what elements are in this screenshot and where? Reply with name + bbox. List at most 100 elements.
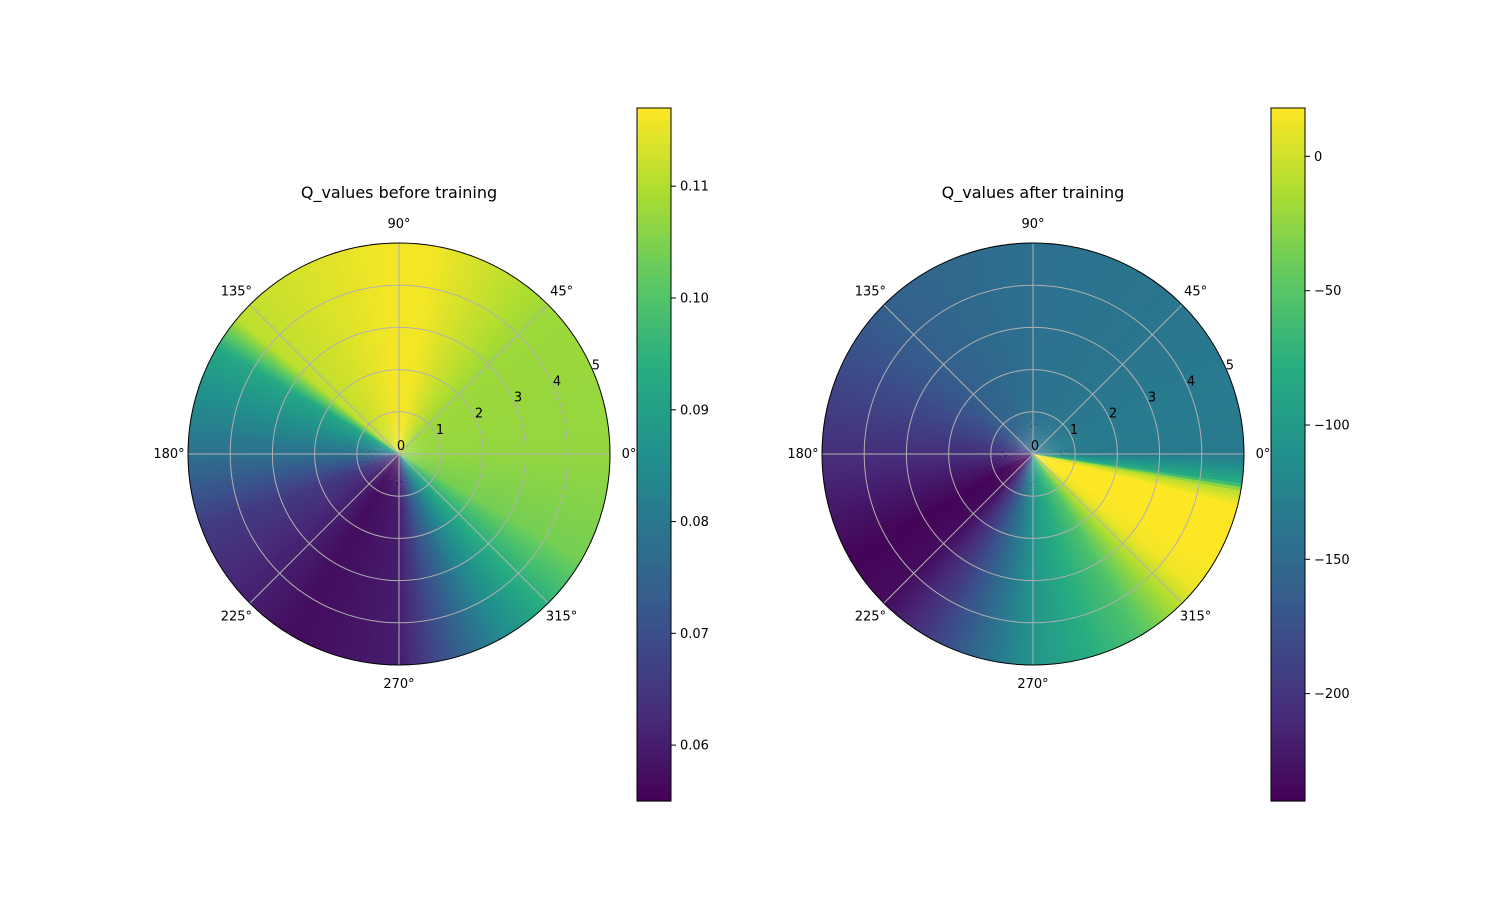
colorbar-segment — [1271, 656, 1305, 664]
colorbar-segment — [637, 419, 671, 427]
heatmap-wedge — [1033, 454, 1243, 484]
heatmap-wedge — [399, 249, 458, 454]
theta-tick-label: 45° — [550, 284, 573, 299]
heatmap-wedge — [1033, 454, 1176, 614]
heatmap-wedge — [399, 244, 429, 454]
colorbar-segment — [637, 639, 671, 646]
colorbar-segment — [637, 720, 671, 727]
heatmap-wedge — [1033, 296, 1177, 454]
heatmap-wedge — [265, 287, 399, 454]
colorbar-segment — [1271, 200, 1305, 207]
heatmap-wedge — [228, 454, 399, 583]
heatmap-wedge — [399, 454, 564, 590]
heatmap-wedge — [399, 251, 465, 454]
colorbar-segment — [1271, 454, 1305, 461]
heatmap-wedge — [306, 454, 399, 646]
colorbar-segment — [637, 529, 671, 536]
colorbar-segment — [637, 749, 671, 756]
colorbar-segment — [1271, 183, 1305, 190]
heatmap-wedge — [861, 327, 1033, 454]
heatmap-wedge — [1033, 311, 1193, 454]
heatmap-wedge — [1033, 248, 1085, 454]
heatmap-wedge — [399, 454, 555, 601]
heatmap-wedge — [399, 245, 440, 454]
heatmap-wedge — [399, 301, 549, 454]
colorbar-segment — [1271, 575, 1305, 583]
heatmap-wedge — [399, 328, 572, 454]
heatmap-wedge — [193, 402, 399, 454]
colorbar-segment — [637, 327, 671, 334]
heatmap-wedge — [243, 307, 399, 454]
heatmap-wedge — [195, 392, 399, 454]
heatmap-wedge — [1033, 259, 1119, 454]
colorbar-segment — [637, 275, 671, 282]
colorbar-segment — [637, 754, 671, 762]
colorbar-segment — [637, 235, 671, 242]
heatmap-wedge — [1033, 454, 1244, 473]
heatmap-wedge — [277, 454, 399, 630]
colorbar-segment — [637, 743, 671, 750]
heatmap-wedge — [822, 439, 1033, 454]
colorbar-segment — [637, 760, 671, 767]
heatmap-wedge — [399, 454, 606, 502]
heatmap-wedge — [822, 442, 1033, 454]
heatmap-wedge — [201, 374, 399, 454]
heatmap-wedge — [940, 454, 1033, 646]
heatmap-wedge — [823, 428, 1033, 454]
colorbar-segment — [1271, 518, 1305, 525]
heatmap-wedge — [1033, 338, 1212, 454]
heatmap-wedge — [1033, 454, 1239, 509]
heatmap-wedge — [824, 413, 1033, 454]
heatmap-wedge — [399, 262, 492, 454]
colorbar-segment — [637, 431, 671, 438]
heatmap-wedge — [399, 274, 514, 454]
heatmap-wedge — [399, 291, 538, 454]
heatmap-wedge — [1033, 454, 1203, 584]
colorbar-segment — [637, 142, 671, 150]
heatmap-wedge — [1033, 454, 1207, 579]
heatmap-wedge — [399, 320, 566, 454]
colorbar-segment — [637, 772, 671, 779]
heatmap-wedge — [399, 325, 570, 454]
colorbar-segment — [637, 263, 671, 271]
colorbar-segment — [1271, 211, 1305, 219]
colorbar-segment — [637, 506, 671, 513]
heatmap-wedge — [1033, 454, 1224, 550]
colorbar-segment — [1271, 246, 1305, 253]
colorbar-segment — [1271, 131, 1305, 138]
heatmap-wedge — [333, 454, 399, 657]
colorbar-segment — [1271, 697, 1305, 704]
colorbar-segment — [637, 223, 671, 230]
heatmap-wedge — [971, 454, 1033, 658]
colorbar-segment — [1271, 598, 1305, 606]
heatmap-wedge — [223, 332, 399, 454]
colorbar-segment — [1271, 171, 1305, 178]
colorbar-segment — [637, 454, 671, 461]
heatmap-wedge — [188, 442, 399, 454]
heatmap-wedge — [399, 454, 608, 491]
heatmap-wedge — [194, 395, 399, 454]
heatmap-wedge — [1033, 323, 1202, 454]
heatmap-wedge — [234, 318, 399, 454]
colorbar-segment — [1271, 229, 1305, 236]
angular-gridline — [1032, 304, 1183, 455]
colorbar-segment — [637, 552, 671, 560]
colorbar-segment — [1271, 206, 1305, 213]
heatmap-wedge — [878, 454, 1033, 602]
heatmap-wedge — [1033, 454, 1227, 544]
heatmap-wedge — [399, 454, 590, 550]
heatmap-wedge — [1033, 454, 1230, 537]
colorbar-segment — [637, 448, 671, 456]
colorbar-tick-label: 0.09 — [680, 403, 709, 418]
colorbar-segment — [1271, 714, 1305, 721]
heatmap-wedge — [992, 454, 1033, 663]
heatmap-wedge — [846, 351, 1033, 454]
theta-tick-label: 315° — [1180, 610, 1211, 625]
colorbar-segment — [1271, 292, 1305, 300]
colorbar-segment — [1271, 177, 1305, 184]
heatmap-wedge — [1033, 245, 1074, 454]
colorbar-segment — [637, 616, 671, 623]
heatmap-wedge — [835, 374, 1033, 454]
heatmap-wedge — [1033, 306, 1188, 454]
colorbar-segment — [637, 367, 671, 375]
